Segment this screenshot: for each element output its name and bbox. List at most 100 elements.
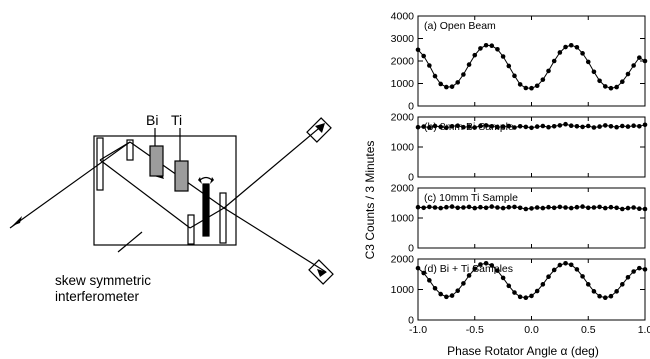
data-point — [415, 204, 421, 210]
data-point — [614, 84, 619, 90]
data-point — [500, 124, 506, 129]
data-point — [620, 282, 625, 287]
data-point — [427, 278, 432, 283]
panel-title: (a) Open Beam — [424, 20, 496, 32]
data-point — [438, 291, 444, 297]
rotation-arrowhead-right — [210, 177, 214, 184]
data-point — [483, 205, 489, 211]
data-point — [580, 51, 585, 56]
data-point — [585, 123, 591, 129]
data-point — [489, 124, 495, 129]
data-point — [585, 59, 591, 65]
data-point — [489, 43, 495, 48]
data-point — [608, 293, 614, 299]
data-point — [568, 42, 574, 48]
x-tick-label: 1.0 — [638, 324, 650, 336]
data-point — [512, 204, 517, 210]
data-point — [512, 73, 517, 79]
data-point — [557, 204, 563, 210]
data-point — [455, 205, 461, 211]
data-point — [568, 123, 574, 128]
data-point — [517, 294, 523, 300]
data-point — [529, 85, 534, 91]
exit-arrowhead-lower — [317, 269, 327, 277]
interferometer-diagram — [9, 117, 334, 285]
data-point — [438, 124, 444, 130]
data-point — [602, 205, 608, 211]
bi-sample — [149, 145, 164, 177]
data-point — [568, 262, 574, 268]
data-point — [534, 205, 540, 210]
data-point — [444, 204, 449, 210]
data-point — [478, 204, 483, 210]
data-point — [580, 204, 585, 209]
y-tick-label: 1000 — [391, 78, 415, 90]
data-point — [529, 293, 534, 299]
data-point — [478, 123, 483, 129]
data-point — [620, 206, 625, 212]
data-point — [466, 62, 472, 67]
exit-beam-lower — [223, 207, 327, 273]
data-point — [466, 124, 472, 129]
data-point — [461, 124, 466, 130]
data-point — [546, 124, 551, 130]
data-point — [540, 77, 546, 82]
beam-split — [99, 141, 131, 161]
data-point — [557, 123, 563, 128]
data-point — [432, 123, 438, 129]
data-point — [478, 46, 483, 51]
data-point — [631, 205, 636, 210]
data-point — [625, 71, 631, 77]
data-point — [614, 289, 619, 294]
data-point — [523, 206, 529, 212]
data-point — [568, 205, 574, 211]
data-point — [597, 124, 602, 129]
y-tick-label: 3000 — [391, 33, 415, 45]
data-point — [489, 263, 495, 268]
data-point — [642, 267, 648, 272]
data-point — [551, 267, 557, 273]
data-point — [427, 204, 432, 210]
data-point — [631, 63, 636, 68]
y-tick-label: 2000 — [391, 254, 415, 266]
blade-1 — [96, 137, 104, 191]
incident-beam-arrowhead — [12, 216, 22, 226]
data-point — [523, 295, 529, 301]
data-point — [551, 58, 557, 64]
data-point — [557, 262, 563, 268]
data-point — [512, 125, 517, 130]
rotation-arrowhead-left — [198, 177, 202, 184]
data-point — [580, 124, 585, 130]
y-tick-label: 0 — [408, 315, 414, 327]
data-point — [512, 290, 517, 295]
data-point — [534, 124, 540, 129]
data-point — [608, 204, 614, 210]
data-point — [602, 123, 608, 128]
data-point — [415, 124, 421, 130]
data-point — [415, 47, 421, 53]
data-point — [614, 124, 619, 130]
data-point — [495, 124, 500, 130]
data-point — [546, 274, 551, 279]
data-point — [591, 69, 597, 75]
data-point — [540, 123, 546, 129]
data-point — [500, 54, 506, 59]
data-point — [574, 267, 580, 272]
data-point — [631, 269, 636, 274]
data-point — [495, 205, 500, 210]
data-point — [608, 85, 614, 91]
data-point — [432, 73, 438, 79]
data-point — [506, 283, 512, 289]
data-point — [506, 123, 512, 129]
rotation-arrow-icon — [198, 176, 214, 182]
data-point — [466, 273, 472, 278]
data-point — [637, 55, 642, 60]
data-point — [637, 206, 642, 211]
data-point — [455, 80, 461, 85]
data-point — [637, 265, 642, 271]
data-point — [461, 281, 466, 286]
data-point — [421, 205, 426, 211]
data-point — [421, 53, 426, 59]
data-point — [517, 124, 523, 129]
